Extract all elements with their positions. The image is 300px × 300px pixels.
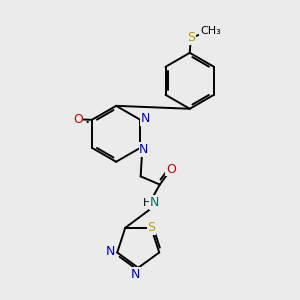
Text: N: N [150, 196, 160, 209]
Text: O: O [166, 163, 176, 176]
Text: N: N [131, 268, 141, 281]
Text: N: N [106, 245, 116, 258]
Text: N: N [139, 143, 148, 156]
Text: S: S [187, 31, 195, 44]
Text: CH₃: CH₃ [200, 26, 221, 36]
Text: S: S [147, 221, 155, 234]
Text: N: N [140, 112, 150, 125]
Text: O: O [73, 113, 83, 126]
Text: H: H [143, 198, 151, 208]
